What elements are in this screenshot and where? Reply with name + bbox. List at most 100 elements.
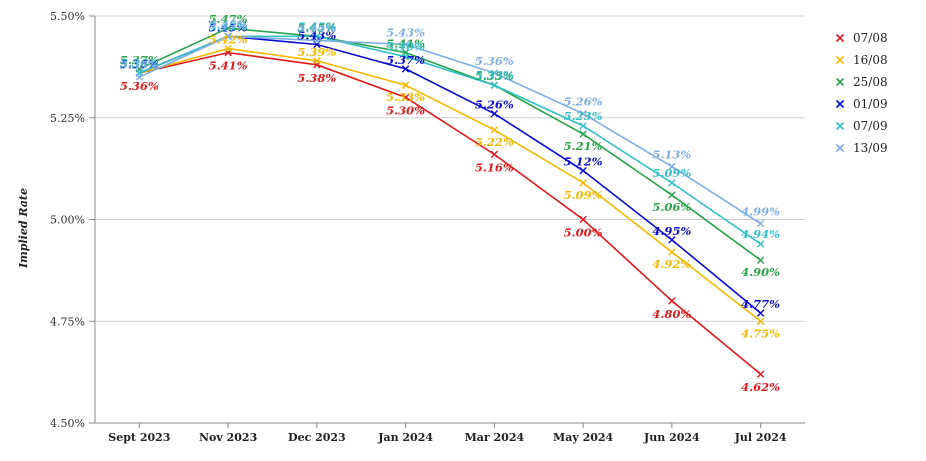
data-label: 5.40% [386,40,425,54]
data-point [224,32,232,41]
x-axis-ticks: Sept 2023 Nov 2023 Dec 2023 Jan 2024 Mar 202… [108,423,787,444]
data-point [579,179,587,187]
data-label: 4.92% [652,257,691,271]
x-tick-label: Jul 2024 [734,431,787,444]
data-point [756,219,765,228]
data-label: 5.47% [209,12,248,26]
y-axis-ticks: 4.50% 4.75% 5.00% 5.25% 5.50% [50,10,95,430]
legend-item: 25/08 [835,75,888,89]
data-label: 5.36% [120,79,159,93]
y-tick-label: 5.00% [50,214,85,227]
data-point [756,256,765,264]
legend: 07/08 16/08 25/08 01/09 07/09 13/09 [835,31,888,155]
data-label: 5.26% [564,95,603,109]
data-label: 4.99% [741,205,780,219]
data-label: 5.16% [475,160,514,174]
series-line [139,47,762,322]
legend-label: 16/08 [853,53,888,67]
data-label: 5.12% [564,155,603,169]
x-tick-label: Nov 2023 [199,431,257,444]
data-point [668,162,676,171]
series-lines [135,24,765,378]
data-point [401,40,410,49]
data-point [401,65,410,73]
data-label: 5.36% [120,57,159,71]
x-tick-label: Mar 2024 [465,431,525,444]
legend-item: 07/09 [835,119,888,133]
legend-label: 07/08 [853,31,888,45]
data-point [490,109,499,118]
y-tick-label: 4.75% [50,315,85,328]
data-label: 4.77% [741,297,780,311]
x-tick-label: May 2024 [553,431,613,444]
legend-label: 07/09 [853,119,888,133]
data-label: 5.00% [564,226,603,240]
legend-item: 16/08 [835,53,888,67]
data-point [490,126,499,134]
data-label: 5.45% [297,19,336,33]
data-point [401,93,410,102]
data-label: 4.75% [741,326,780,340]
data-label: 5.09% [652,166,691,180]
data-label: 4.94% [741,227,780,241]
data-point [668,236,676,244]
data-label: 5.33% [386,90,425,104]
y-tick-label: 5.25% [50,112,85,125]
legend-label: 13/09 [853,141,888,155]
data-label: 5.45% [209,17,248,31]
data-label: 5.39% [297,45,336,59]
data-label: 5.33% [475,68,514,82]
data-label: 5.36% [120,56,159,70]
data-point [579,166,587,175]
data-label: 4.62% [741,380,780,394]
data-label: 4.95% [652,224,691,238]
data-point [490,150,499,159]
data-label: 5.37% [120,53,159,67]
legend-item: 01/09 [835,97,888,111]
data-point [313,57,321,65]
data-label: 5.21% [564,139,603,153]
y-axis-label: Implied Rate [17,188,30,269]
data-point [668,297,676,305]
data-label: 5.35% [120,58,159,72]
data-point [579,130,587,138]
data-point [756,309,765,317]
data-point [401,81,410,89]
data-point [224,24,232,32]
data-label: 5.38% [297,71,336,85]
data-label: 5.41% [386,37,425,51]
legend-label: 01/09 [853,97,888,111]
x-tick-label: Jan 2024 [377,431,433,444]
data-label: 5.22% [475,135,514,149]
data-point [668,191,676,199]
y-tick-label: 5.50% [50,10,85,23]
legend-item: 13/09 [835,141,888,155]
data-point [224,44,232,53]
data-label: 4.80% [652,307,691,321]
data-point [135,73,144,81]
data-point [579,109,587,118]
data-point [756,370,765,378]
legend-label: 25/08 [853,75,888,89]
data-label: 5.09% [564,188,603,202]
x-tick-label: Sept 2023 [108,431,170,444]
data-labels: 5.36% 5.41% 5.38% 5.30% 5.16% 5.00% 4.80% 4.62%… [120,12,780,394]
series-line [139,35,762,225]
legend-item: 07/08 [835,31,888,45]
data-label: 5.26% [475,98,514,112]
data-label: 5.30% [386,103,425,117]
data-point [756,317,765,325]
data-label: 5.41% [209,59,248,73]
series-line [139,27,762,261]
data-label: 5.45% [297,20,336,34]
grid-lines [94,15,805,424]
data-label: 5.33% [475,69,514,83]
data-label: 5.23% [564,109,603,123]
data-label: 5.43% [386,25,425,39]
data-point [313,36,321,45]
y-tick-label: 4.50% [50,417,85,430]
data-point [490,81,499,89]
data-point [579,215,587,224]
data-label: 5.13% [652,148,691,162]
